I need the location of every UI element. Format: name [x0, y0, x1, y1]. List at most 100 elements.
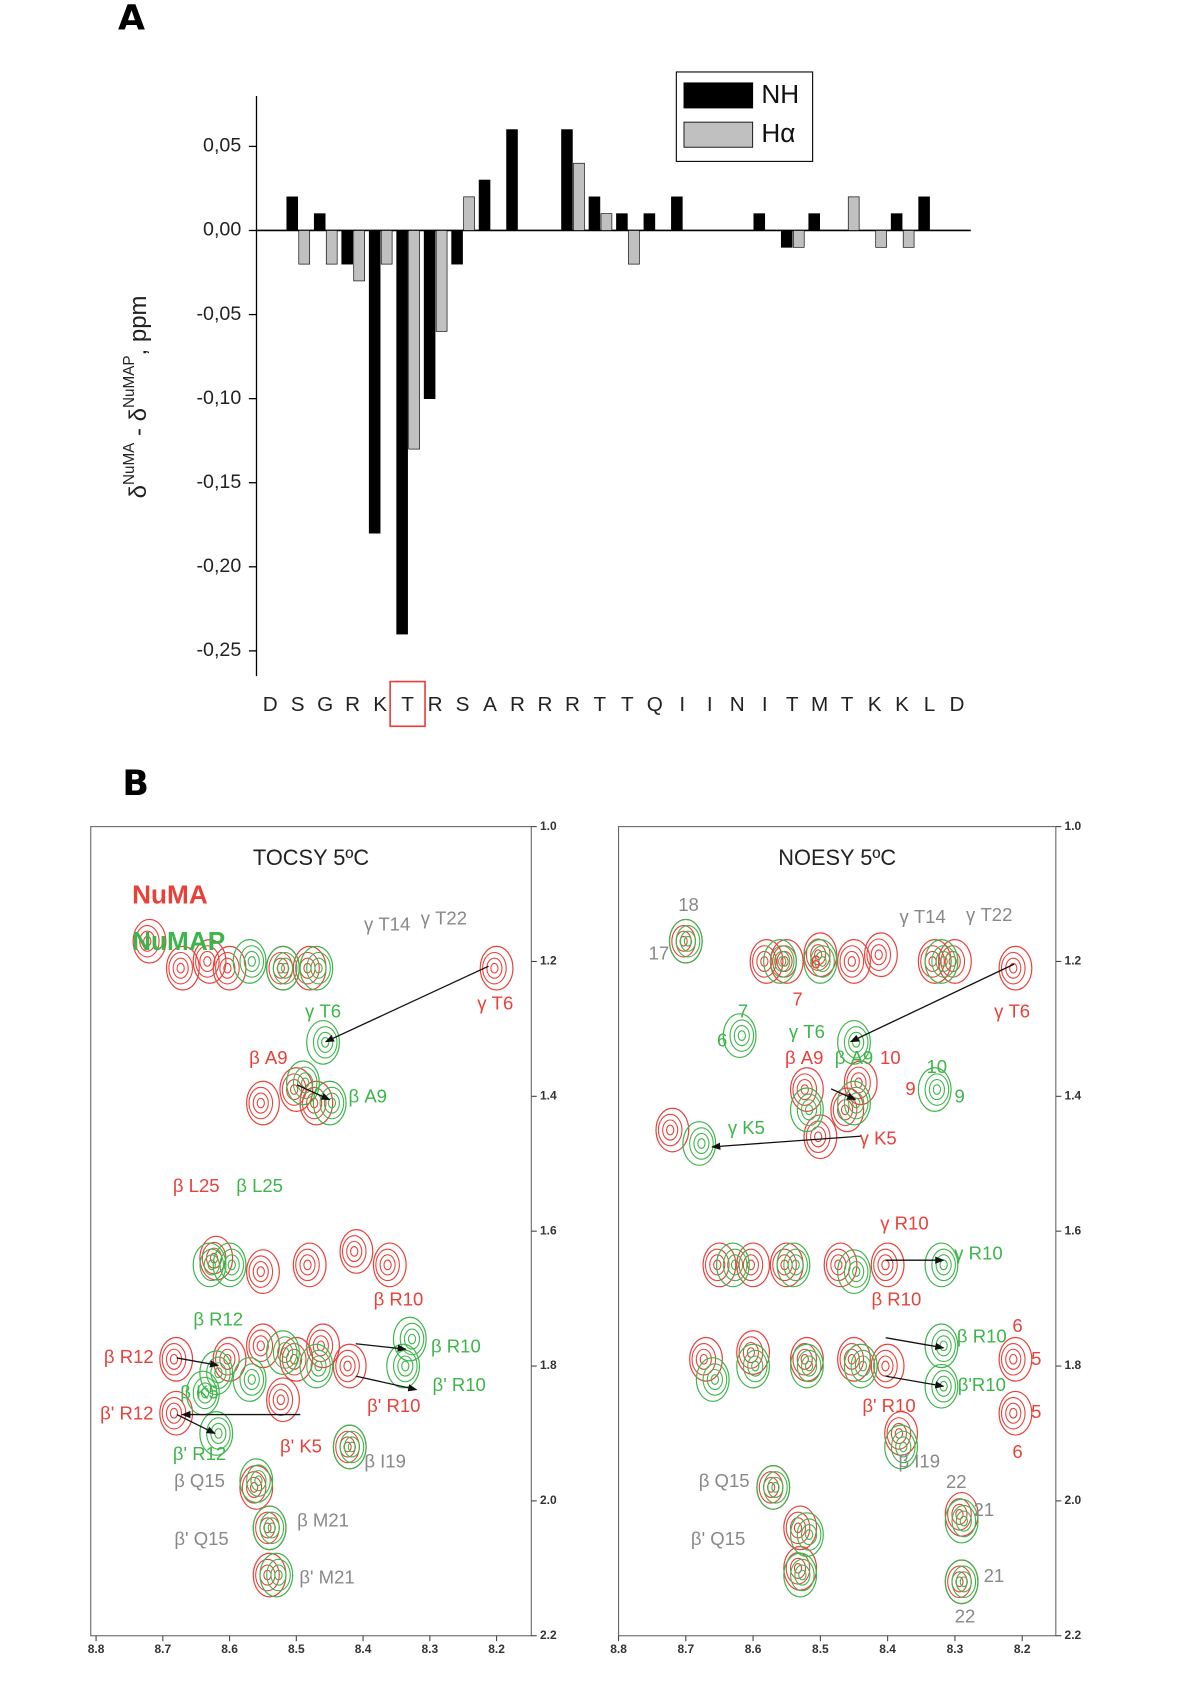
- peak-contour-inner: [314, 1360, 323, 1372]
- peak: [722, 1013, 757, 1059]
- peak-contour: [789, 1512, 824, 1558]
- x-tick-label: N: [730, 693, 745, 716]
- peak-contour-inner: [783, 1248, 808, 1282]
- peak-contour-inner: [350, 1246, 359, 1257]
- peak-contour: [789, 1343, 824, 1389]
- peak-contour-inner: [219, 1348, 236, 1370]
- peak-label: γ T6: [477, 993, 513, 1014]
- peak-contour-inner: [219, 957, 236, 979]
- peak-contour-inner: [695, 1348, 712, 1370]
- peak-label: β L25: [236, 1175, 283, 1196]
- peak-contour-inner: [243, 950, 260, 973]
- peak-contour-inner: [866, 938, 892, 971]
- peak-contour: [299, 1343, 334, 1389]
- peak-contour-inner: [246, 1476, 263, 1498]
- peak-contour-inner: [347, 1441, 357, 1453]
- peak-contour-inner: [312, 1026, 338, 1059]
- peak: [837, 1019, 871, 1065]
- spectrum-title: NOESY 5ºC: [778, 845, 896, 870]
- peak-contour-inner: [321, 1037, 330, 1048]
- peak-contour-inner: [219, 1248, 245, 1282]
- peak-contour-inner: [804, 1529, 814, 1540]
- peak: [245, 1249, 280, 1295]
- peak-contour-inner: [791, 1259, 800, 1271]
- peak-contour-inner: [796, 1093, 822, 1127]
- peak-label: β' Q15: [691, 1528, 745, 1549]
- peak-label: β L25: [173, 1175, 220, 1196]
- peak-contour-inner: [248, 1329, 274, 1363]
- peak: [998, 1390, 1033, 1436]
- bar: [573, 162, 585, 231]
- peak: [789, 1512, 824, 1558]
- peak-contour: [843, 1060, 878, 1106]
- peak-contour-inner: [341, 1235, 367, 1268]
- peak-contour: [306, 1323, 340, 1369]
- peak-contour-inner: [303, 1259, 312, 1271]
- peak-contour: [783, 1552, 818, 1598]
- bar: [616, 213, 628, 231]
- peak-contour-inner: [482, 951, 507, 985]
- peak-contour-inner: [742, 1341, 759, 1364]
- bar: [808, 213, 820, 231]
- peak: [998, 1336, 1033, 1382]
- peak-contour: [837, 1336, 871, 1382]
- peak-contour-inner: [767, 1476, 784, 1498]
- peak: [736, 1343, 771, 1389]
- x-tick-label: 8.5: [288, 1642, 305, 1656]
- peak-label: 6: [1012, 1315, 1022, 1336]
- peak-contour: [245, 1249, 280, 1295]
- peak-contour-inner: [281, 1343, 307, 1376]
- peak-contour-inner: [787, 1254, 804, 1276]
- peak: [332, 1343, 367, 1389]
- y-tick-label: 0,00: [203, 219, 241, 241]
- peak-contour-inner: [890, 1430, 916, 1464]
- peak-contour-inner: [800, 1353, 809, 1365]
- peak-label: β I19: [364, 1450, 406, 1471]
- peak-contour-inner: [259, 1511, 285, 1545]
- peak-label: 5: [1031, 1348, 1041, 1369]
- peak: [266, 1377, 300, 1423]
- x-tick-label: D: [263, 693, 278, 716]
- peak-contour-inner: [301, 1086, 327, 1120]
- peak-contour-inner: [272, 1336, 298, 1369]
- peak-contour-inner: [931, 1248, 956, 1282]
- bar: [368, 230, 381, 534]
- x-tick-label: R: [345, 693, 360, 716]
- peak-label: β A9: [349, 1086, 387, 1107]
- peak-contour: [749, 939, 784, 984]
- peak-contour-inner: [804, 1104, 814, 1116]
- peak-contour-inner: [796, 1078, 813, 1101]
- peak-contour-inner: [272, 951, 298, 985]
- peak-contour-inner: [810, 945, 835, 978]
- x-tick-label: 8.8: [88, 1642, 105, 1656]
- peak-label: β R12: [104, 1346, 154, 1367]
- peak-contour: [998, 1336, 1033, 1382]
- peak-contour: [736, 1242, 771, 1288]
- peak-contour-inner: [742, 1349, 768, 1383]
- peak-contour-inner: [840, 1104, 850, 1116]
- peak-contour: [803, 939, 838, 984]
- peak-contour-inner: [710, 1374, 720, 1385]
- panel-label: B: [122, 764, 149, 804]
- peak-contour-inner: [792, 1343, 818, 1376]
- peak-contour-inner: [379, 1254, 396, 1276]
- peak-contour-inner: [215, 951, 240, 985]
- peak-contour-inner: [490, 962, 499, 974]
- peak-label: β' R10: [367, 1395, 420, 1416]
- peak-contour-inner: [172, 957, 189, 979]
- peak: [736, 1242, 771, 1288]
- peak-label: γ K5: [728, 1117, 765, 1138]
- bar: [463, 196, 475, 231]
- peak-contour-inner: [295, 1248, 320, 1282]
- peak-label: β R10: [957, 1326, 1007, 1347]
- y-axis-label-part: NuMA: [121, 442, 138, 485]
- peak: [884, 1411, 919, 1456]
- y-tick-label: 1.4: [1065, 1088, 1082, 1102]
- peak-contour: [266, 1377, 300, 1423]
- peak-contour: [837, 1080, 871, 1126]
- peak-label: β R10: [872, 1289, 922, 1310]
- peak-label: β' M21: [299, 1566, 354, 1587]
- arrow: [176, 1357, 220, 1368]
- peak-label: 22: [955, 1605, 976, 1626]
- peak-contour-inner: [771, 1482, 780, 1493]
